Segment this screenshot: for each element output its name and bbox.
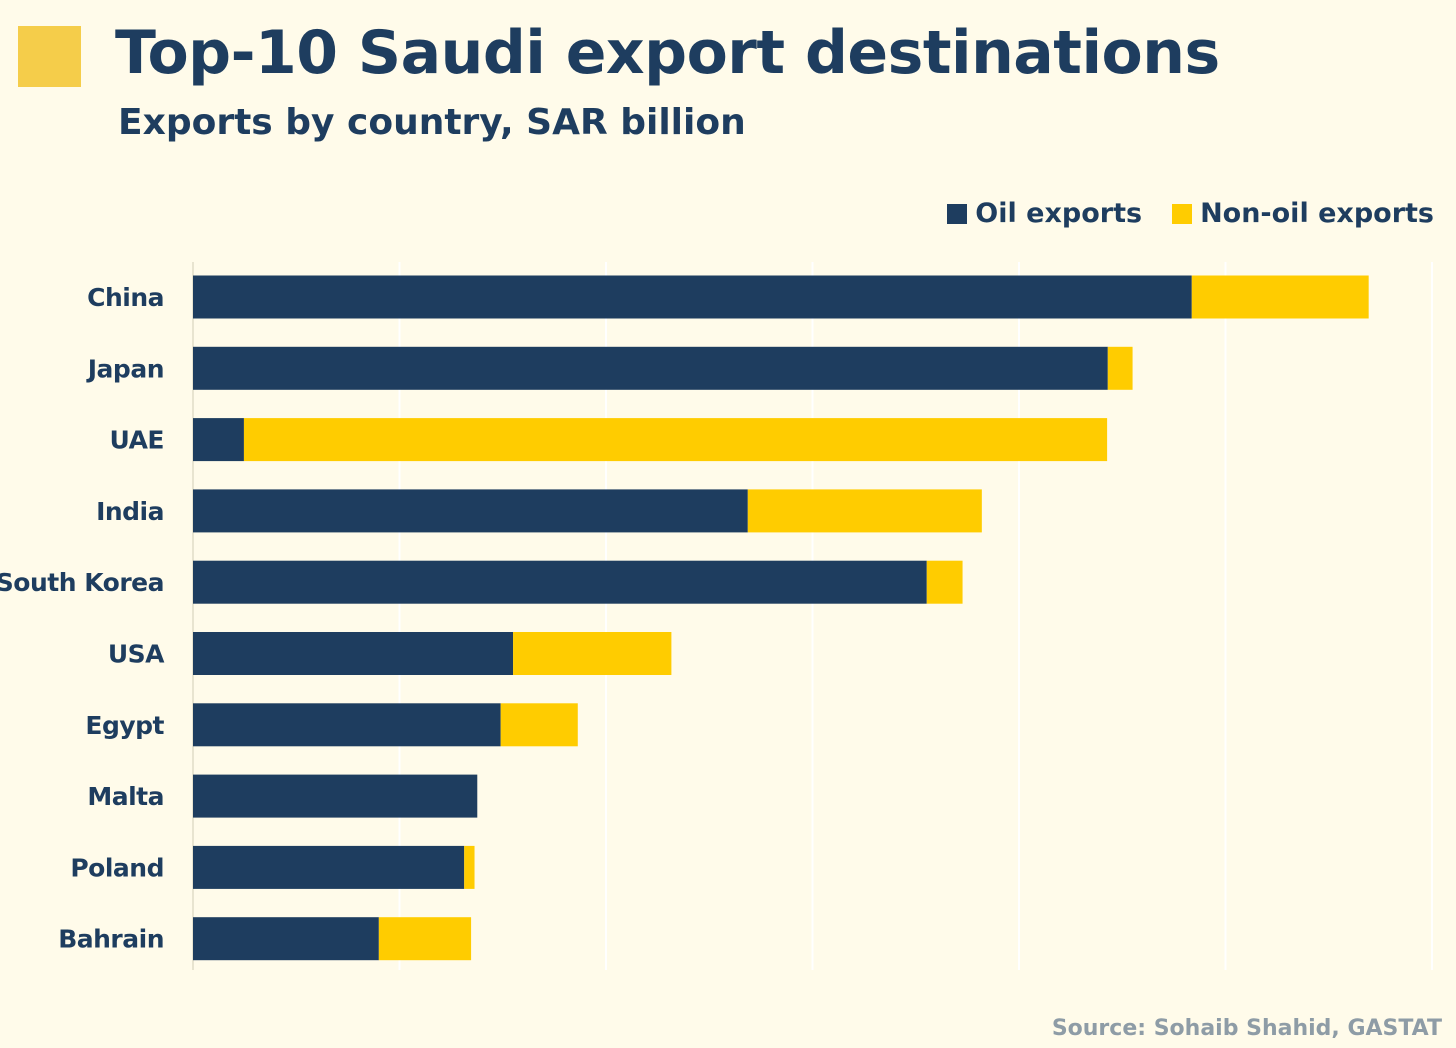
bar-nonoil [747, 489, 982, 533]
legend-swatch-nonoil [1172, 203, 1193, 224]
legend: Oil exports Non-oil exports [947, 198, 1434, 229]
bar-oil [193, 774, 478, 818]
chart-title: Top-10 Saudi export destinations [115, 18, 1220, 88]
category-label: South Korea [0, 568, 164, 597]
category-label: Japan [86, 354, 164, 383]
source-note: Source: Sohaib Shahid, GASTAT [1051, 1016, 1442, 1041]
bar-nonoil [464, 845, 475, 889]
title-accent-square [18, 26, 81, 87]
legend-item-nonoil: Non-oil exports [1172, 198, 1434, 229]
bar-nonoil [926, 560, 963, 604]
category-label: USA [108, 640, 165, 669]
category-label: UAE [110, 426, 164, 455]
legend-label-nonoil: Non-oil exports [1200, 198, 1434, 229]
bar-oil [193, 346, 1108, 390]
bar-nonoil [1107, 346, 1133, 390]
bar-nonoil [378, 917, 472, 961]
bar-oil [193, 489, 748, 533]
bar-nonoil [1191, 275, 1369, 319]
bar-oil [193, 845, 465, 889]
category-label: China [87, 283, 164, 312]
chart-subtitle: Exports by country, SAR billion [118, 102, 746, 143]
category-label: Malta [87, 782, 164, 811]
legend-swatch-oil [947, 203, 968, 224]
bar-oil [193, 560, 927, 604]
category-label: India [96, 497, 164, 526]
bar-oil [193, 418, 244, 462]
bar-oil [193, 703, 501, 747]
bar-oil [193, 275, 1192, 319]
category-label: Poland [70, 853, 164, 882]
bar-oil [193, 917, 379, 961]
legend-item-oil: Oil exports [947, 198, 1142, 229]
bar-nonoil [513, 632, 672, 675]
bar-oil [193, 632, 514, 675]
bar-nonoil [243, 418, 1108, 462]
category-label: Egypt [85, 711, 164, 740]
bar-nonoil [500, 703, 578, 747]
legend-label-oil: Oil exports [975, 198, 1143, 229]
category-label: Bahrain [58, 925, 164, 954]
